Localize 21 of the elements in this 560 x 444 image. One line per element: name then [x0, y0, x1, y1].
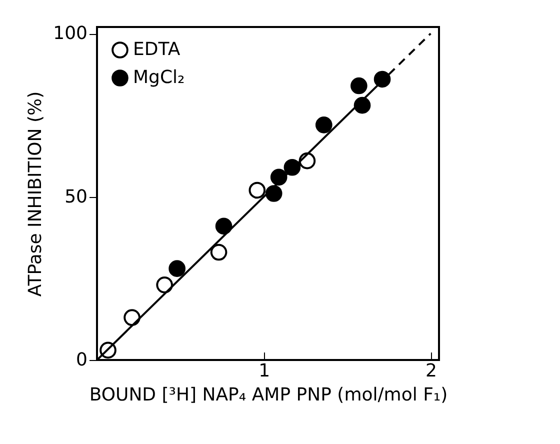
point: [374, 70, 391, 88]
point: [270, 168, 288, 186]
y-tick-label: 100: [53, 23, 88, 44]
point: [354, 96, 371, 114]
legend-label: MgCl₂: [133, 67, 185, 88]
point: [156, 276, 173, 294]
point: [284, 158, 301, 176]
point: [265, 185, 282, 202]
point: [168, 260, 186, 277]
legend-label: EDTA: [133, 39, 181, 60]
y-axis-title: ATPase INHIBITION (%): [25, 91, 46, 297]
point: [315, 116, 332, 134]
point: [215, 218, 232, 235]
x-axis-title: BOUND [³H] NAP₄ AMP PNP (mol/mol F₁): [89, 384, 448, 406]
point: [210, 244, 228, 261]
x-tick-label: 1: [258, 360, 270, 382]
x-tick-label: 2: [425, 360, 437, 382]
point: [350, 77, 368, 94]
point: [248, 182, 266, 199]
y-tick-label: 50: [64, 186, 88, 208]
y-tick-label: 0: [76, 350, 88, 370]
